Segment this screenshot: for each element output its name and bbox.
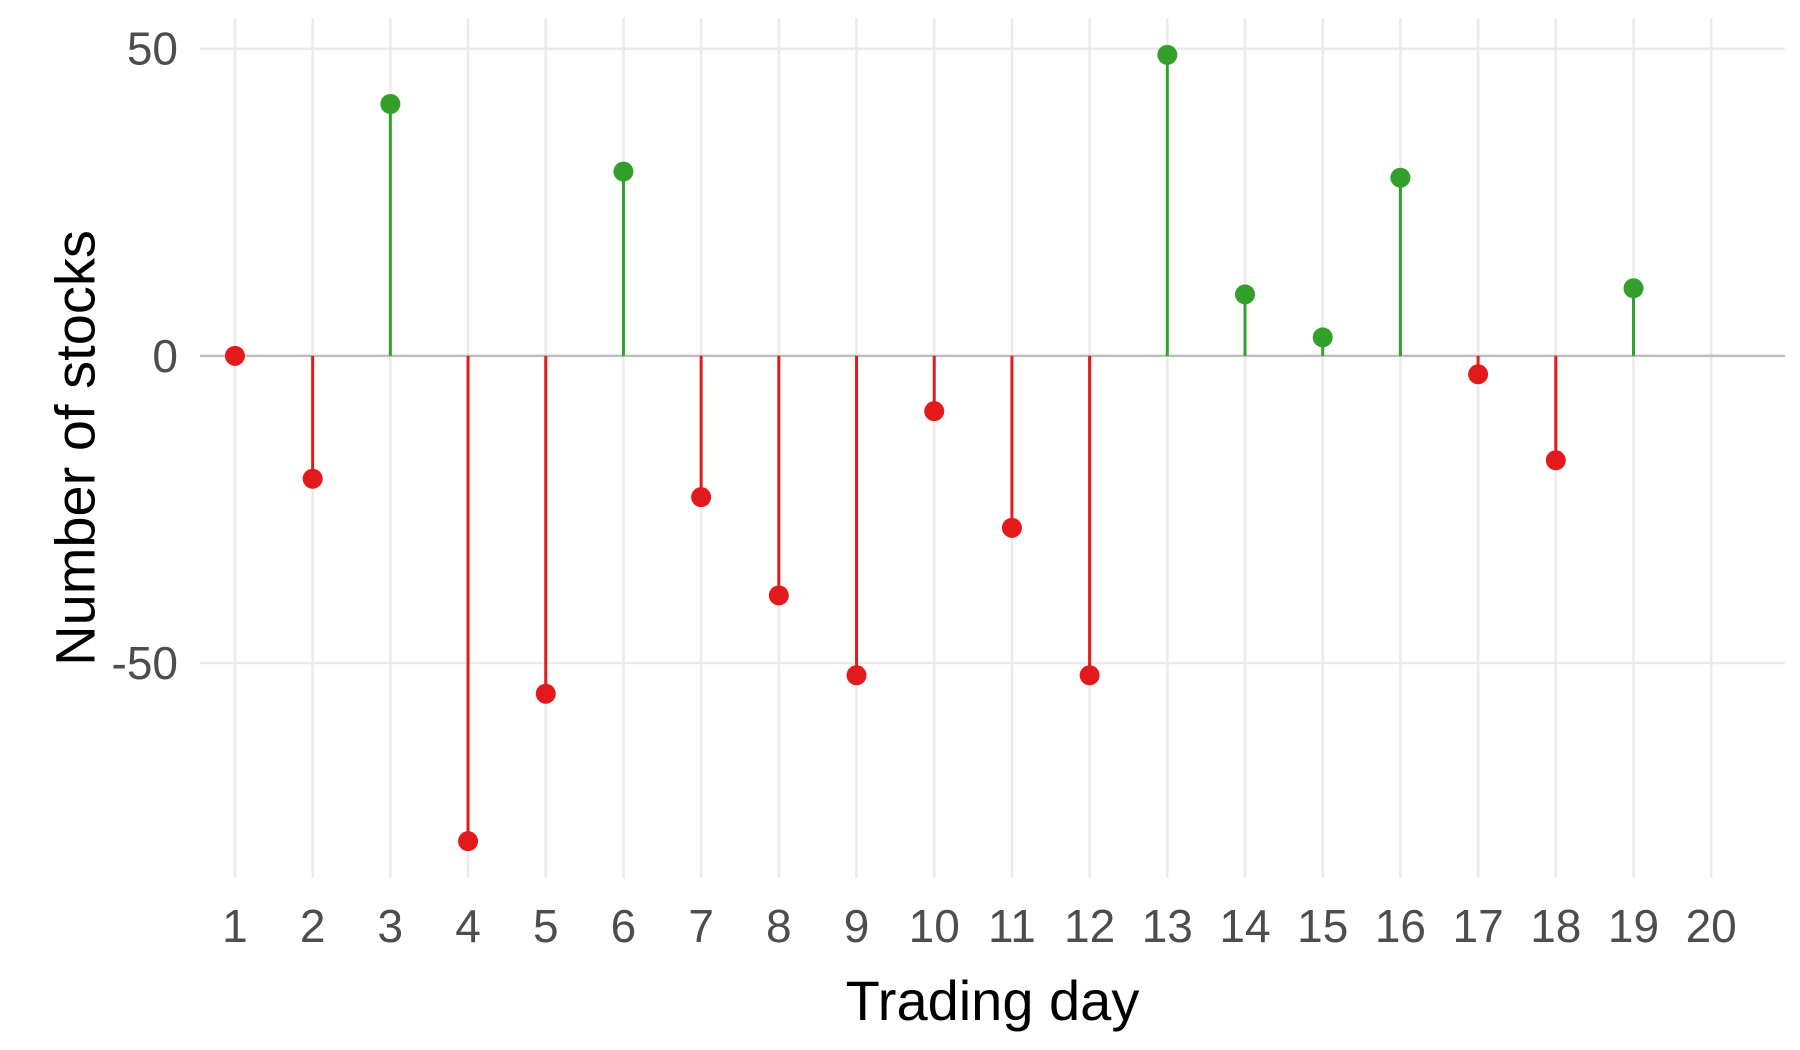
stems [311,54,1635,842]
x-axis-title: Trading day [846,969,1140,1032]
point-day-9 [846,665,867,686]
x-tick-label-17: 17 [1453,900,1504,952]
point-day-6 [613,161,634,182]
data-points [224,44,1644,852]
x-tick-label-10: 10 [909,900,960,952]
x-tick-label-20: 20 [1686,900,1737,952]
x-tick-label-11: 11 [988,900,1036,952]
x-tick-label-16: 16 [1375,900,1426,952]
point-day-5 [535,683,556,704]
x-tick-label-13: 13 [1142,900,1193,952]
point-day-7 [691,487,712,508]
x-tick-label-19: 19 [1608,900,1659,952]
point-day-4 [458,831,479,852]
point-day-1 [224,345,245,366]
point-day-19 [1623,278,1644,299]
point-day-8 [768,585,789,606]
x-tick-label-2: 2 [300,900,326,952]
x-tick-label-5: 5 [533,900,559,952]
point-day-15 [1312,327,1333,348]
point-day-13 [1157,44,1178,65]
x-tick-label-8: 8 [766,900,792,952]
y-tick-label-0: 0 [152,330,178,382]
point-day-14 [1235,284,1256,305]
x-tick-label-4: 4 [455,900,481,952]
grid-lines [200,18,1785,878]
point-day-12 [1079,665,1100,686]
x-tick-label-1: 1 [222,900,248,952]
point-day-18 [1545,450,1566,471]
point-day-2 [302,468,323,489]
point-day-3 [380,94,401,114]
y-axis-tick-labels: 50 0 -50 [112,23,178,689]
point-day-11 [1001,517,1022,538]
x-tick-label-15: 15 [1297,900,1348,952]
y-axis-title: Number of stocks [44,230,107,666]
x-tick-label-18: 18 [1530,900,1581,952]
x-axis-tick-labels: 1 2 3 4 5 6 7 8 9 10 11 12 13 14 15 16 17 18 19 20 [222,900,1737,952]
x-tick-label-12: 12 [1064,900,1115,952]
x-tick-label-7: 7 [688,900,714,952]
x-tick-label-14: 14 [1219,900,1270,952]
point-day-17 [1468,364,1489,385]
x-tick-label-9: 9 [844,900,870,952]
y-tick-label--50: -50 [112,637,178,689]
y-tick-label-50: 50 [127,23,178,75]
point-day-16 [1390,167,1411,188]
point-day-10 [924,401,945,422]
x-tick-label-6: 6 [611,900,637,952]
x-tick-label-3: 3 [378,900,404,952]
